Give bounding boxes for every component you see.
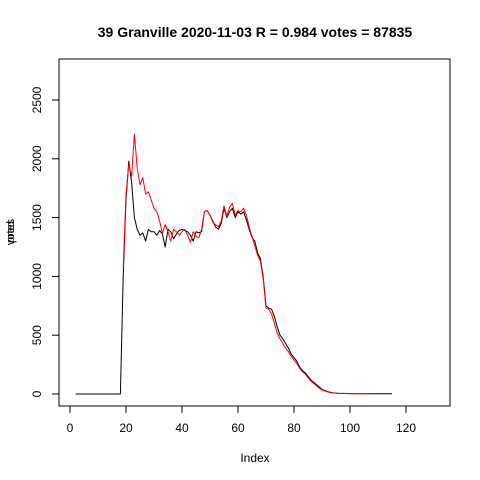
y-tick-label: 0 (30, 390, 44, 397)
series-line-votes (75, 160, 392, 395)
plot-frame (58, 58, 451, 407)
x-tick-label: 20 (119, 421, 133, 435)
y-axis: 0 500 1000 1500 2000 2500 (30, 86, 60, 397)
x-axis-label: Index (240, 451, 269, 465)
x-axis: 0 20 40 60 80 100 120 (67, 405, 416, 435)
y-tick-label: 1500 (30, 204, 44, 231)
y-tick-label: 2000 (30, 145, 44, 172)
y-axis-label-1: votes (5, 218, 17, 245)
x-tick-label: 80 (287, 421, 301, 435)
x-tick-label: 0 (67, 421, 74, 435)
x-tick-label: 100 (340, 421, 360, 435)
y-tick-label: 500 (30, 325, 44, 345)
chart-title: 39 Granville 2020-11-03 R = 0.984 votes … (98, 24, 413, 40)
y-tick-label: 2500 (30, 86, 44, 113)
y-axis-label-2: pred (5, 221, 17, 243)
series-layer (75, 133, 392, 395)
x-tick-label: 60 (231, 421, 245, 435)
y-tick-label: 1000 (30, 263, 44, 290)
x-tick-label: 120 (396, 421, 416, 435)
series-line-pred (122, 133, 370, 395)
x-tick-label: 40 (175, 421, 189, 435)
